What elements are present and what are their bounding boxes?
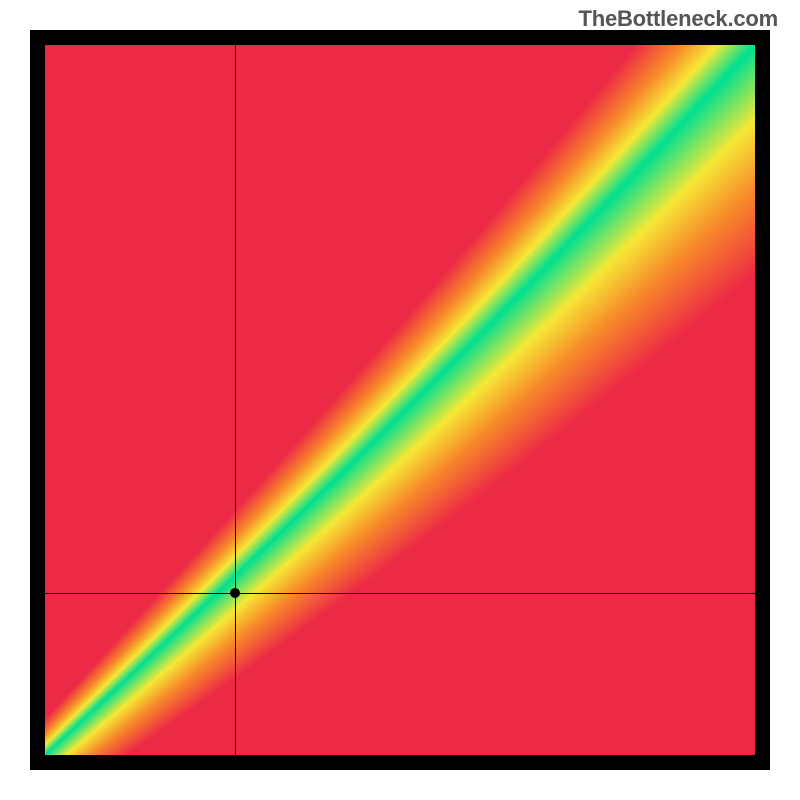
plot-area (45, 45, 755, 755)
heatmap-canvas (45, 45, 755, 755)
marker-point (230, 588, 240, 598)
crosshair-horizontal (45, 593, 755, 594)
watermark-text: TheBottleneck.com (578, 6, 778, 32)
crosshair-vertical (235, 45, 236, 755)
chart-container: TheBottleneck.com (0, 0, 800, 800)
chart-frame (30, 30, 770, 770)
